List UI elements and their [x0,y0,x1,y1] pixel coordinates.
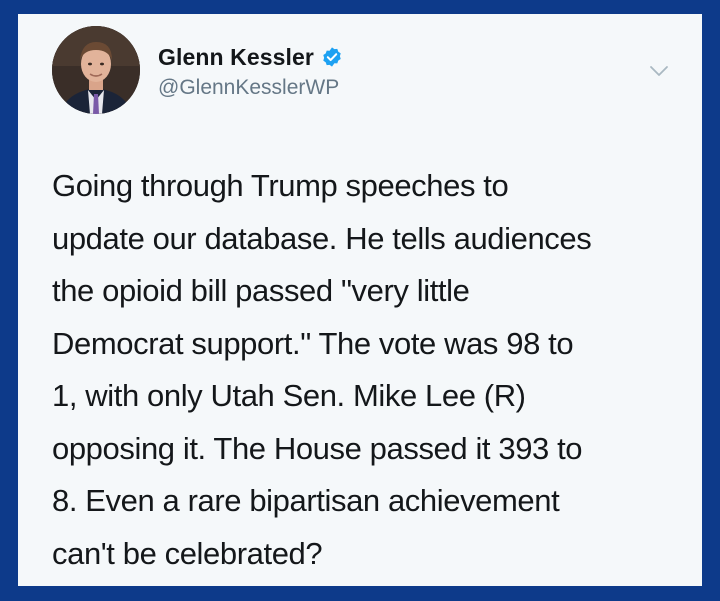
chevron-down-icon[interactable] [648,64,670,78]
handle[interactable]: @GlennKesslerWP [158,76,340,99]
verified-badge-icon [321,46,343,68]
tweet-text: Going through Trump speeches to update o… [52,168,592,571]
avatar[interactable] [52,26,140,114]
author-block: Glenn Kessler @GlennKesslerWP [158,42,343,100]
profile-photo-icon [52,26,140,114]
tweet-card: Glenn Kessler @GlennKesslerWP Going thro… [18,14,702,586]
tweet-header: Glenn Kessler @GlennKesslerWP [52,26,676,122]
display-name[interactable]: Glenn Kessler [158,43,314,70]
name-row: Glenn Kessler [158,42,343,72]
